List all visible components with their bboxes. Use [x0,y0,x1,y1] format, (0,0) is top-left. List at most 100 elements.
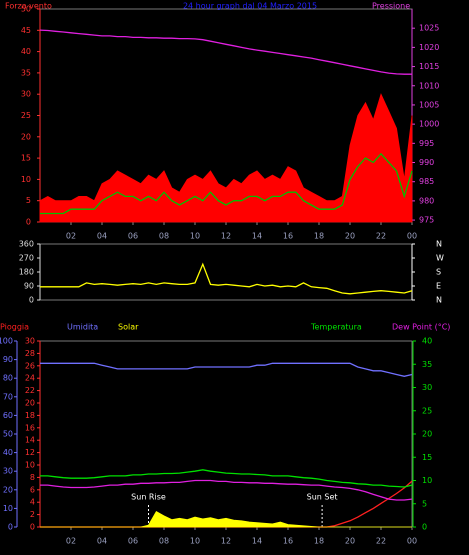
y-tick-label: 35 [422,360,432,369]
plot-frame [39,243,413,301]
x-tick-label: 02 [66,537,76,546]
y-tick-label: 20 [21,132,31,141]
x-tick-label: 08 [159,232,169,241]
y-tick-label: 18 [25,411,35,420]
x-tick-label: 10 [190,537,200,546]
y-tick-label: 40 [21,47,31,56]
y-tick-label: E [436,282,441,291]
series-line [40,469,413,488]
y-tick-label: 975 [419,216,434,225]
x-tick-label: 10 [190,232,200,241]
y-tick-label: 100 [0,337,13,346]
y-tick-label: 15 [21,154,31,163]
y-tick-label: 180 [19,268,34,277]
y-tick-label: 45 [21,26,31,35]
x-tick-label: 04 [97,537,107,546]
y-tick-label: 10 [21,175,31,184]
y-tick-label: S [436,268,441,277]
y-tick-label: 70 [3,392,13,401]
y-tick-label: 14 [25,436,35,445]
y-tick-label: 35 [21,68,31,77]
series-line [39,29,412,75]
y-tick-label: 30 [422,383,432,392]
axis-label: Forza vento [5,2,52,11]
y-tick-label: 1020 [419,43,439,52]
y-tick-label: 0 [30,523,35,532]
y-tick-label: 995 [419,139,434,148]
y-tick-label: 90 [3,355,13,364]
x-tick-label: 04 [97,232,107,241]
y-tick-label: 2 [30,510,35,519]
y-tick-label: 30 [25,337,35,346]
legend-entry: Umidita [67,323,98,332]
y-tick-label: 1000 [419,120,439,129]
legend-entry: Dew Point (°C) [392,323,450,332]
legend-entry: Temperatura [310,323,362,332]
legend-entry: Solar [118,323,139,332]
x-tick-label: 14 [252,537,262,546]
annotation: Sun Rise [131,493,166,502]
y-tick-label: 90 [24,282,34,291]
x-tick-label: 06 [128,537,138,546]
y-tick-label: 985 [419,177,434,186]
y-tick-label: 12 [25,448,35,457]
legend-entry: Pioggia [0,323,29,332]
y-tick-label: 50 [21,5,31,14]
series-line [40,479,413,501]
y-tick-label: 0 [26,218,31,227]
y-tick-label: 20 [3,485,13,494]
x-tick-label: 22 [376,537,386,546]
y-tick-label: 16 [25,423,35,432]
y-tick-label: 990 [419,158,434,167]
y-tick-label: 10 [422,476,432,485]
x-tick-label: 06 [128,232,138,241]
y-tick-label: 1010 [419,81,439,90]
axis-label: Pressione [372,2,410,11]
x-tick-label: 02 [66,232,76,241]
x-tick-label: 00 [407,537,417,546]
x-tick-label: 18 [314,537,324,546]
series-line [40,262,413,295]
y-tick-label: 1005 [419,100,439,109]
y-tick-label: 10 [25,461,35,470]
x-tick-label: 12 [221,232,231,241]
y-tick-label: 25 [21,111,31,120]
y-tick-label: 0 [422,523,427,532]
y-tick-label: 360 [19,240,34,249]
series-area [40,510,412,528]
x-tick-label: 08 [159,537,169,546]
y-tick-label: 40 [422,337,432,346]
y-tick-label: 30 [21,90,31,99]
y-tick-label: 0 [29,296,34,305]
series-line [40,362,413,377]
x-tick-label: 20 [345,537,355,546]
series-line [40,152,413,215]
y-tick-label: 25 [422,406,432,415]
y-tick-label: 30 [3,467,13,476]
y-tick-label: 4 [30,498,35,507]
y-tick-label: 0 [8,523,13,532]
y-tick-label: 28 [25,349,35,358]
y-tick-label: 40 [3,448,13,457]
y-tick-label: 8 [30,473,35,482]
y-tick-label: 22 [25,386,35,395]
y-tick-label: 6 [30,485,35,494]
y-tick-label: 26 [25,361,35,370]
y-tick-label: 1025 [419,24,439,33]
y-tick-label: 24 [25,374,35,383]
y-tick-label: 980 [419,196,434,205]
y-tick-label: 270 [19,254,34,263]
y-tick-label: N [436,296,442,305]
y-tick-label: 5 [422,499,427,508]
y-tick-label: N [436,240,442,249]
chart-title: 24 hour graph dal 04 Marzo 2015 [183,2,317,11]
y-tick-label: 20 [25,399,35,408]
y-tick-label: 20 [422,430,432,439]
y-tick-label: 60 [3,411,13,420]
series-area [39,93,413,223]
y-tick-label: 15 [422,453,432,462]
x-tick-label: 00 [407,232,417,241]
y-tick-label: 50 [3,430,13,439]
y-tick-label: 1015 [419,62,439,71]
